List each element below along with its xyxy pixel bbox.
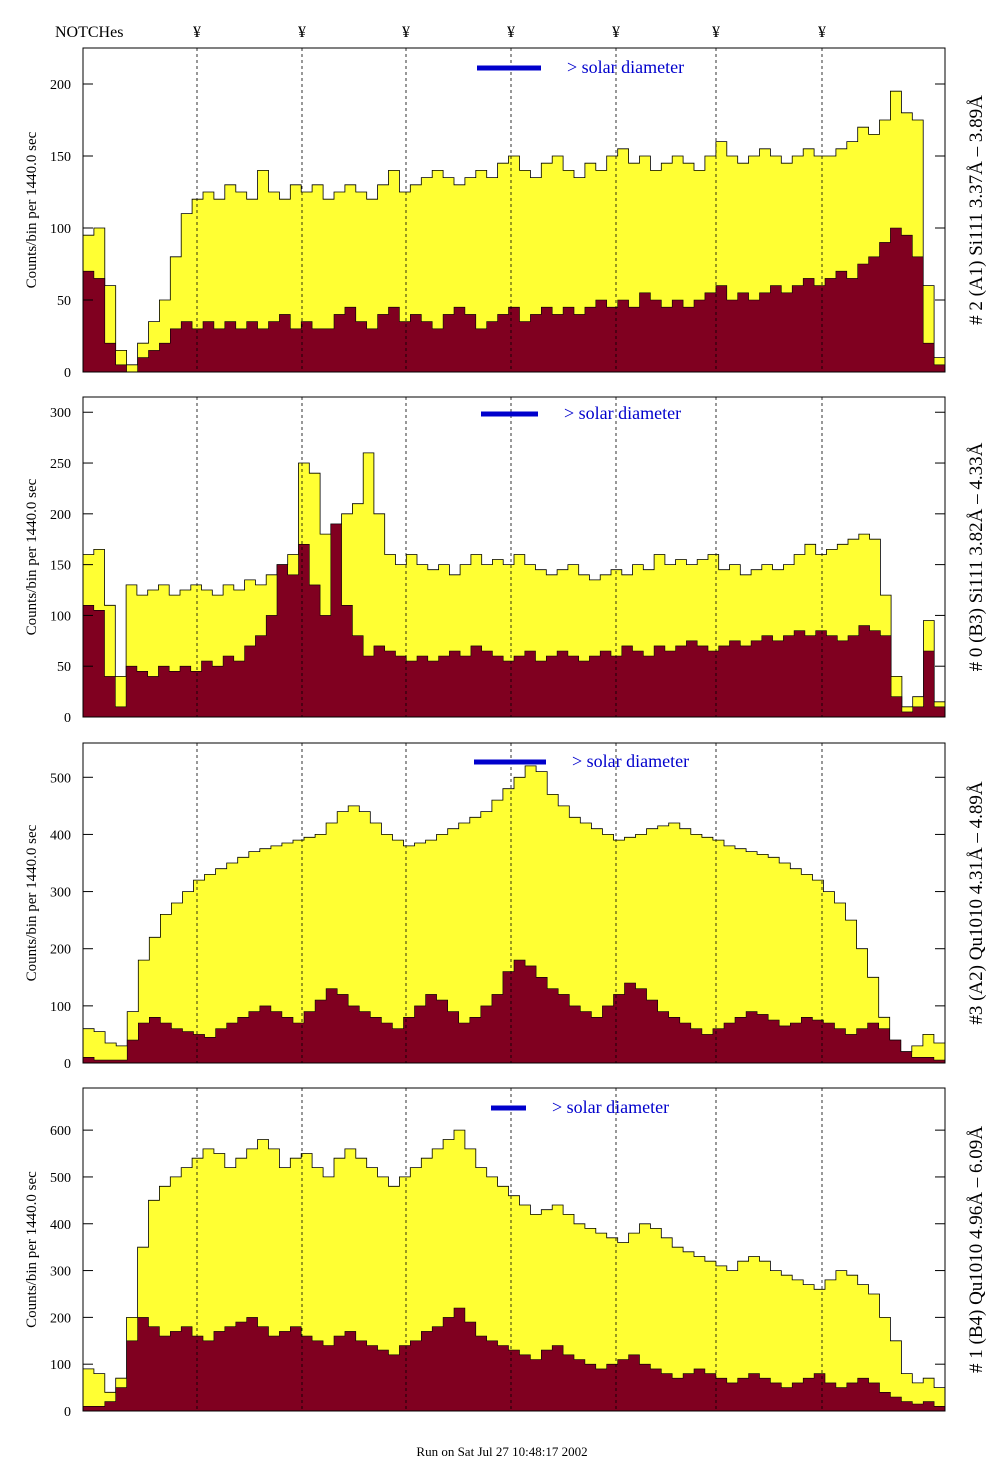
notch-marker: ¥ [507, 24, 515, 41]
y-tick-label: 300 [50, 406, 71, 421]
y-tick-label: 400 [50, 828, 71, 843]
plot-frame [82, 1087, 946, 1412]
detector-label: # 1 (B4) Qu1010 4.96Å – 6.09Å [966, 1126, 987, 1373]
series-1-area [82, 523, 946, 718]
y-tick-label: 300 [50, 1265, 71, 1280]
notch-marker: ¥ [402, 24, 410, 41]
legend-text: > solar diameter [552, 1097, 669, 1117]
y-tick-label: 50 [57, 294, 71, 309]
legend-text: > solar diameter [567, 57, 684, 77]
y-tick-label: 250 [50, 457, 71, 472]
series-1-area [82, 1307, 946, 1412]
notch-marker: ¥ [612, 24, 620, 41]
y-tick-label: 0 [64, 1405, 71, 1420]
y-axis-label: Counts/bin per 1440.0 sec [24, 478, 40, 635]
series-1-area [82, 227, 946, 373]
notch-marker: ¥ [298, 24, 306, 41]
y-tick-label: 100 [50, 1000, 71, 1015]
y-tick-label: 150 [50, 150, 71, 165]
detector-label: #3 (A2) Qu1010 4.31Å – 4.89Å [966, 781, 987, 1025]
plot-frame [82, 47, 946, 373]
y-tick-label: 0 [64, 1057, 71, 1072]
y-tick-label: 150 [50, 559, 71, 574]
y-tick-label: 0 [64, 366, 71, 381]
y-axis-label: Counts/bin per 1440.0 sec [24, 1171, 40, 1328]
y-tick-label: 400 [50, 1218, 71, 1233]
y-axis-label: Counts/bin per 1440.0 sec [24, 824, 40, 981]
y-tick-label: 50 [57, 660, 71, 675]
series-1-area [82, 959, 946, 1064]
y-tick-label: 100 [50, 1358, 71, 1373]
notch-marker: ¥ [818, 24, 826, 41]
y-tick-label: 0 [64, 711, 71, 726]
notch-marker: ¥ [193, 24, 201, 41]
run-timestamp: Run on Sat Jul 27 10:48:17 2002 [416, 1444, 587, 1459]
detector-label: # 2 (A1) Si111 3.37Å – 3.89Å [966, 95, 987, 325]
notch-marker: ¥ [712, 24, 720, 41]
notches-label: NOTCHes [55, 24, 123, 41]
y-tick-label: 200 [50, 508, 71, 523]
y-tick-label: 200 [50, 1311, 71, 1326]
legend-text: > solar diameter [572, 751, 689, 771]
y-tick-label: 200 [50, 943, 71, 958]
y-tick-label: 500 [50, 771, 71, 786]
plot-frame [82, 742, 946, 1064]
y-tick-label: 600 [50, 1124, 71, 1139]
y-axis-label: Counts/bin per 1440.0 sec [24, 131, 40, 288]
y-tick-label: 300 [50, 886, 71, 901]
series-0-area [82, 765, 946, 1064]
plot-frame [82, 396, 946, 718]
y-tick-label: 100 [50, 222, 71, 237]
y-tick-label: 200 [50, 78, 71, 93]
y-tick-label: 100 [50, 609, 71, 624]
y-tick-label: 500 [50, 1171, 71, 1186]
legend-text: > solar diameter [564, 403, 681, 423]
detector-label: # 0 (B3) Si111 3.82Å – 4.33Å [966, 442, 987, 671]
